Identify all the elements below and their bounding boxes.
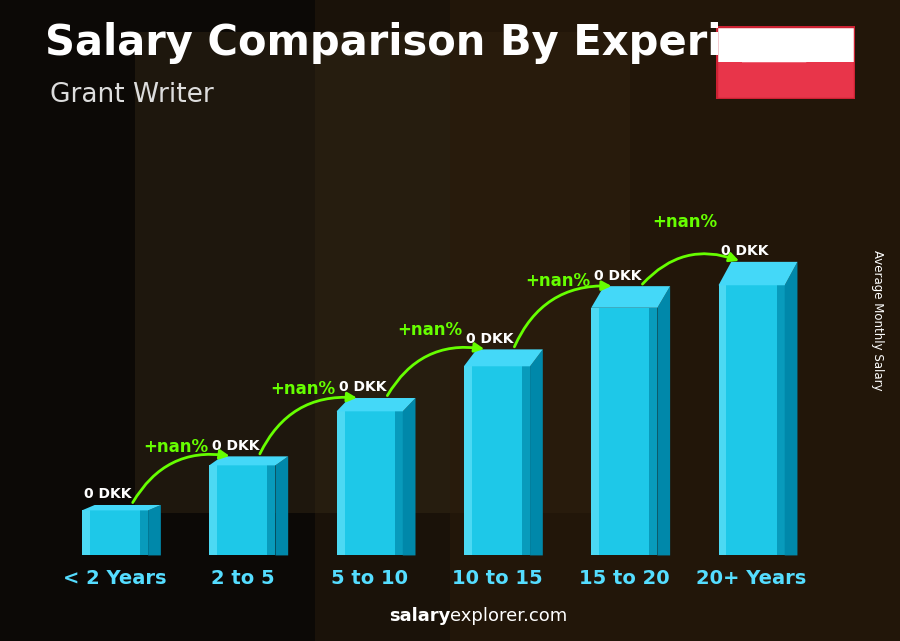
Bar: [82, 510, 90, 555]
Text: 0 DKK: 0 DKK: [85, 487, 132, 501]
Text: 0 DKK: 0 DKK: [212, 438, 259, 453]
Bar: [716, 62, 855, 99]
Bar: [522, 366, 530, 555]
Text: 0 DKK: 0 DKK: [721, 244, 769, 258]
Bar: [337, 412, 345, 555]
Bar: [209, 465, 275, 555]
Bar: [450, 0, 900, 641]
Bar: [337, 412, 403, 555]
Bar: [82, 510, 148, 555]
Text: 0 DKK: 0 DKK: [466, 332, 514, 345]
Bar: [650, 308, 657, 555]
Text: 0 DKK: 0 DKK: [594, 269, 641, 283]
FancyArrowPatch shape: [643, 253, 736, 284]
Polygon shape: [591, 286, 670, 308]
Polygon shape: [82, 505, 161, 510]
Text: explorer.com: explorer.com: [450, 607, 567, 625]
Polygon shape: [209, 456, 288, 465]
Polygon shape: [148, 505, 161, 555]
FancyArrowPatch shape: [260, 393, 354, 454]
Bar: [716, 26, 855, 62]
FancyArrowPatch shape: [387, 344, 482, 395]
Bar: [464, 366, 472, 555]
Text: +nan%: +nan%: [525, 272, 590, 290]
Polygon shape: [337, 398, 416, 412]
Polygon shape: [464, 349, 543, 366]
Bar: [718, 285, 726, 555]
Text: salary: salary: [389, 607, 450, 625]
Text: Grant Writer: Grant Writer: [50, 82, 213, 108]
Polygon shape: [657, 286, 670, 555]
FancyArrowPatch shape: [132, 451, 227, 503]
Text: Average Monthly Salary: Average Monthly Salary: [871, 250, 884, 391]
Bar: [777, 285, 785, 555]
Polygon shape: [718, 262, 797, 285]
Text: +nan%: +nan%: [270, 380, 336, 398]
Polygon shape: [785, 262, 797, 555]
Text: +nan%: +nan%: [143, 438, 208, 456]
Text: +nan%: +nan%: [398, 321, 463, 339]
Text: +nan%: +nan%: [652, 213, 717, 231]
Bar: [0, 0, 315, 641]
FancyArrowPatch shape: [515, 282, 608, 347]
Bar: [140, 510, 148, 555]
Text: 0 DKK: 0 DKK: [339, 380, 387, 394]
Wedge shape: [742, 46, 806, 62]
Bar: [395, 412, 403, 555]
Polygon shape: [403, 398, 416, 555]
Polygon shape: [530, 349, 543, 555]
Bar: [209, 465, 217, 555]
Bar: [718, 285, 785, 555]
Wedge shape: [742, 62, 806, 79]
Bar: [464, 366, 530, 555]
Bar: [591, 308, 599, 555]
Text: Salary Comparison By Experience: Salary Comparison By Experience: [45, 22, 832, 65]
Bar: [135, 32, 630, 513]
Polygon shape: [275, 456, 288, 555]
Bar: [591, 308, 657, 555]
Bar: [267, 465, 275, 555]
